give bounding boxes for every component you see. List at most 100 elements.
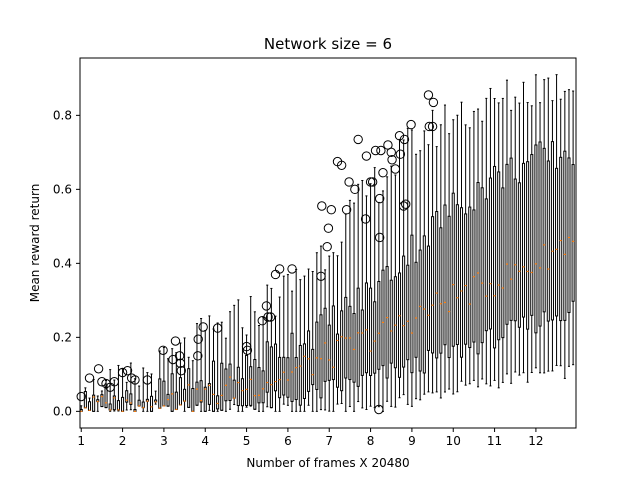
box-42 — [249, 296, 253, 407]
plot-frame — [79, 57, 577, 429]
box-iqr — [340, 310, 344, 392]
box-114 — [546, 77, 550, 372]
x-axis-ticks: 1 2 3 4 5 6 7 8 9 10 11 12 — [77, 428, 544, 448]
box-iqr — [393, 276, 397, 369]
y-axis-title: Mean reward return — [28, 184, 42, 303]
outlier-point-65 — [427, 121, 438, 132]
box-96 — [472, 110, 476, 381]
box-55 — [302, 275, 306, 412]
outlier-point-39 — [341, 205, 352, 215]
outlier-point-22 — [212, 323, 223, 333]
box-11 — [121, 368, 125, 412]
box-group — [79, 74, 575, 412]
box-62 — [331, 252, 335, 412]
box-107 — [517, 102, 521, 376]
box-iqr — [373, 301, 377, 374]
box-12 — [125, 381, 129, 411]
box-99 — [484, 97, 488, 385]
box-iqr — [335, 333, 340, 388]
box-66 — [348, 199, 352, 408]
y-tick-label: 0.2 — [53, 330, 72, 344]
outlier-point-11 — [130, 375, 140, 385]
x-tick-label: 6 — [284, 434, 292, 448]
outlier-point-66 — [428, 97, 439, 108]
box-iqr — [501, 187, 505, 339]
box-95 — [468, 127, 472, 385]
box-iqr — [240, 378, 244, 407]
box-iqr — [278, 356, 282, 399]
box-90 — [447, 133, 451, 390]
box-iqr — [517, 182, 521, 328]
box-iqr — [125, 390, 129, 403]
box-iqr — [555, 167, 559, 317]
box-iqr — [410, 234, 414, 374]
box-iqr — [513, 178, 517, 322]
box-116 — [555, 74, 559, 366]
box-3 — [87, 397, 92, 411]
box-39 — [236, 299, 240, 412]
outlier-point-17 — [175, 358, 186, 368]
box-iqr — [364, 282, 368, 374]
outlier-point-44 — [361, 151, 372, 161]
box-iqr — [422, 235, 426, 374]
box-45 — [261, 316, 265, 412]
box-92 — [455, 114, 459, 393]
box-iqr — [542, 147, 546, 313]
box-iqr — [418, 249, 422, 372]
box-iqr — [261, 370, 265, 404]
box-iqr — [216, 395, 220, 410]
outlier-point-9 — [122, 365, 133, 376]
box-iqr — [468, 206, 472, 349]
outlier-point-41 — [350, 184, 360, 195]
box-iqr — [331, 305, 335, 381]
box-56 — [307, 268, 311, 406]
box-117 — [559, 98, 563, 367]
outlier-point-50 — [374, 193, 385, 204]
x-tick-label: 12 — [528, 434, 543, 448]
box-iqr — [265, 341, 269, 393]
box-27 — [187, 356, 191, 408]
box-97 — [476, 108, 480, 388]
box-67 — [352, 202, 356, 412]
box-71 — [369, 183, 373, 407]
box-46 — [265, 284, 269, 408]
box-115 — [550, 100, 554, 372]
box-51 — [286, 274, 290, 406]
box-iqr — [435, 211, 439, 359]
box-iqr — [282, 356, 286, 396]
outlier-point-26 — [261, 301, 272, 311]
x-tick-label: 11 — [487, 434, 502, 448]
box-49 — [278, 296, 282, 412]
box-100 — [488, 87, 492, 387]
box-iqr — [323, 307, 327, 382]
outlier-group — [76, 90, 439, 415]
outlier-point-8 — [117, 367, 128, 378]
box-109 — [526, 102, 530, 383]
box-iqr — [526, 161, 530, 330]
box-iqr — [273, 343, 278, 392]
outlier-point-16 — [174, 351, 185, 361]
box-iqr — [385, 266, 389, 379]
box-47 — [269, 287, 273, 409]
outlier-point-48 — [374, 404, 384, 415]
box-6 — [100, 390, 104, 408]
outlier-point-12 — [142, 375, 153, 385]
box-iqr — [538, 141, 542, 327]
box-iqr — [480, 187, 484, 344]
box-iqr — [236, 366, 240, 407]
box-110 — [530, 105, 534, 374]
box-23 — [170, 348, 174, 412]
outlier-point-3 — [93, 364, 104, 374]
x-axis-title: Number of frames X 20480 — [246, 456, 409, 470]
box-33 — [211, 328, 216, 412]
outlier-point-43 — [360, 214, 371, 224]
box-65 — [344, 213, 348, 412]
box-iqr — [170, 373, 174, 412]
box-82 — [414, 153, 418, 400]
box-iqr — [563, 150, 567, 321]
box-85 — [426, 144, 430, 393]
box-iqr — [207, 383, 211, 405]
outlier-point-20 — [193, 334, 203, 344]
outlier-point-27 — [263, 312, 273, 322]
